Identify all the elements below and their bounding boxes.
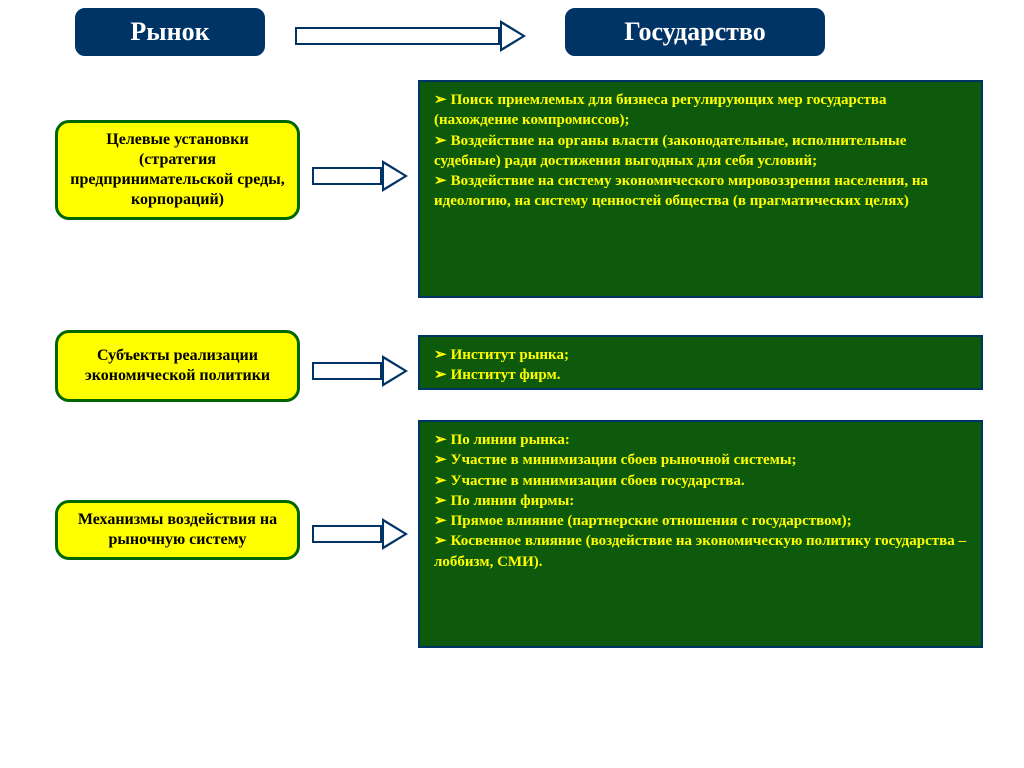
bullet-item: Институт фирм.	[434, 365, 967, 385]
bullet-item: Прямое влияние (партнерские отношения с …	[434, 511, 967, 531]
green-box-mechanisms: По линии рынка:Участие в минимизации сбо…	[418, 420, 983, 648]
arrow-head-icon	[382, 355, 408, 387]
arrow-head-icon	[500, 20, 526, 52]
yellow-mechanisms-label: Механизмы воздействия на рыночную систем…	[70, 510, 285, 550]
bullet-item: Институт рынка;	[434, 345, 967, 365]
yellow-box-targets: Целевые установки (стратегия предпринима…	[55, 120, 300, 220]
arrow-row-2	[312, 518, 408, 550]
bullet-item: Участие в минимизации сбоев рыночной сис…	[434, 450, 967, 470]
arrow-shaft	[295, 27, 500, 45]
header-state-label: Государство	[624, 17, 766, 47]
arrow-shaft	[312, 362, 382, 380]
yellow-box-mechanisms: Механизмы воздействия на рыночную систем…	[55, 500, 300, 560]
yellow-subjects-label: Субъекты реализации экономической полити…	[70, 346, 285, 386]
bullet-item: По линии фирмы:	[434, 491, 967, 511]
arrow-row-1	[312, 355, 408, 387]
arrow-shaft	[312, 525, 382, 543]
bullet-item: Косвенное влияние (воздействие на эконом…	[434, 531, 967, 572]
arrow-head-icon	[382, 160, 408, 192]
header-market-box: Рынок	[75, 8, 265, 56]
green-box-subjects: Институт рынка;Институт фирм.	[418, 335, 983, 390]
bullet-item: По линии рынка:	[434, 430, 967, 450]
header-market-label: Рынок	[130, 17, 209, 47]
arrow-shaft	[312, 167, 382, 185]
bullet-item: Воздействие на органы власти (законодате…	[434, 131, 967, 172]
bullet-item: Поиск приемлемых для бизнеса регулирующи…	[434, 90, 967, 131]
arrow-market-to-state	[295, 20, 526, 52]
arrow-row-0	[312, 160, 408, 192]
yellow-targets-label: Целевые установки (стратегия предпринима…	[70, 130, 285, 210]
green-box-targets: Поиск приемлемых для бизнеса регулирующи…	[418, 80, 983, 298]
arrow-head-icon	[382, 518, 408, 550]
header-state-box: Государство	[565, 8, 825, 56]
bullet-item: Воздействие на систему экономического ми…	[434, 171, 967, 212]
bullet-item: Участие в минимизации сбоев государства.	[434, 471, 967, 491]
yellow-box-subjects: Субъекты реализации экономической полити…	[55, 330, 300, 402]
